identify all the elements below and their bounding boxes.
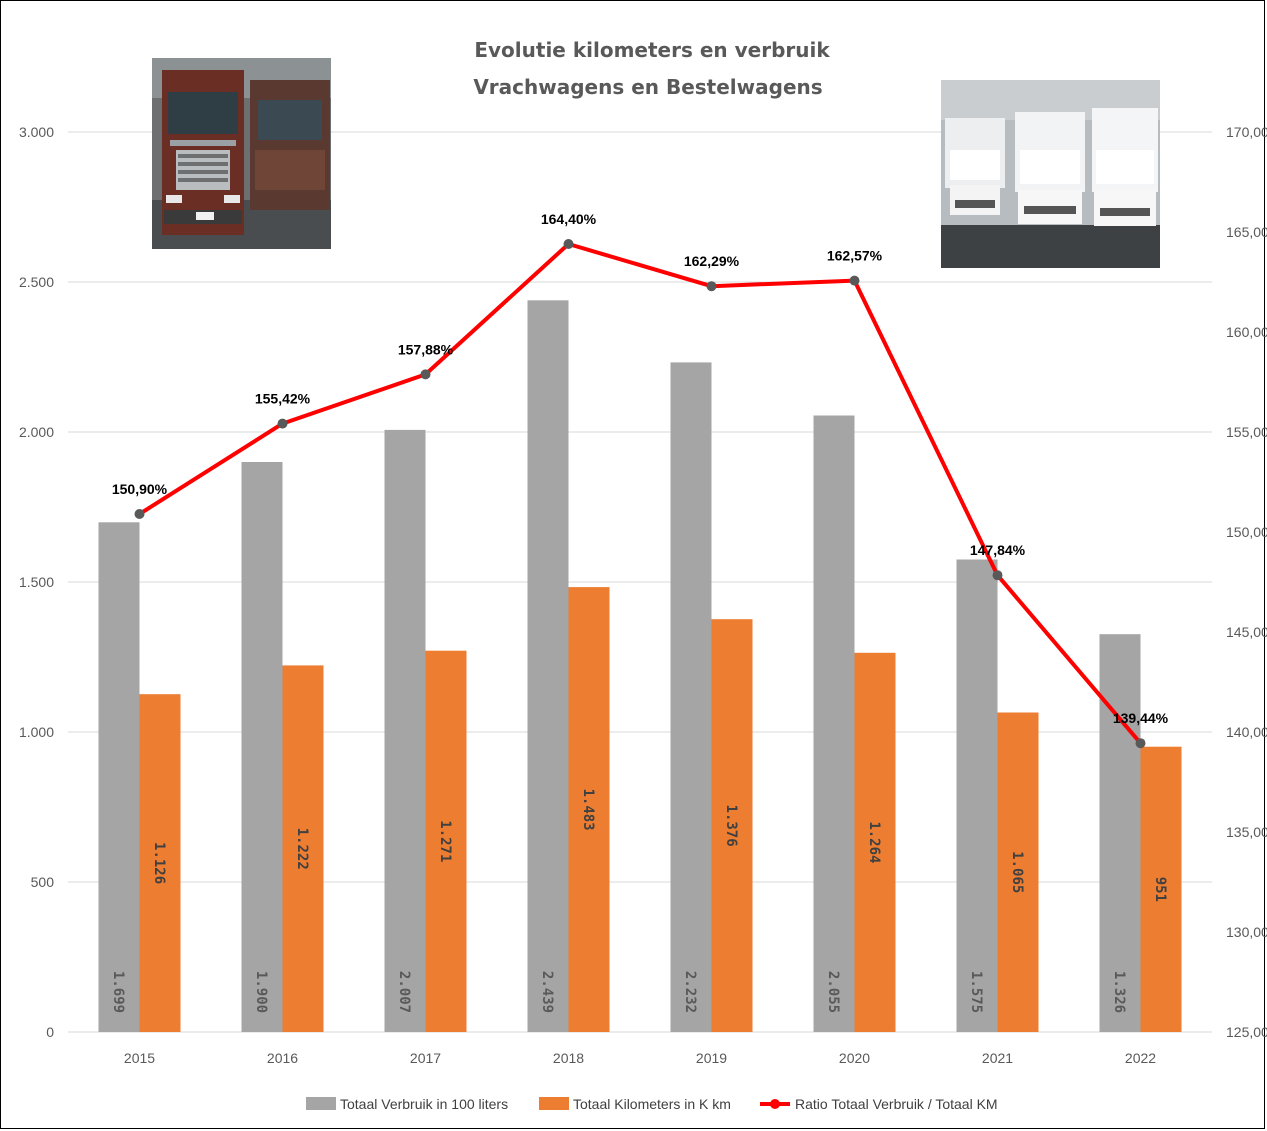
bar-kilometers [1140, 746, 1182, 1032]
legend-swatch-ratio-marker [770, 1099, 780, 1109]
vans-photo [941, 80, 1160, 268]
bar-kilometers [282, 665, 324, 1032]
ratio-line: 150,90% 155,42% 157,88% 164,40% 162,29% 162,5… [112, 211, 1169, 749]
y-left-tick-label: 2.500 [19, 274, 54, 290]
y-right-tick-label: 145,00 [1226, 624, 1267, 640]
bar-label-verbruik: 2.232 [682, 971, 698, 1013]
y-right-tick-label: 150,00 [1226, 524, 1267, 540]
bar-label-verbruik: 1.699 [110, 971, 126, 1013]
bar-kilometers [997, 712, 1039, 1032]
legend-label-kilometers: Totaal Kilometers in K km [573, 1096, 731, 1112]
x-tick-label: 2020 [839, 1050, 870, 1066]
ratio-line-path [138, 242, 1143, 745]
y-right-tick-label: 130,00 [1226, 924, 1267, 940]
y-right-tick-label: 160,00 [1226, 324, 1267, 340]
bar-verbruik [241, 462, 283, 1032]
bar-verbruik [813, 415, 855, 1032]
bar-label-kilometers: 1.483 [580, 788, 596, 830]
bar-kilometers [139, 694, 181, 1032]
x-tick-label: 2022 [1125, 1050, 1156, 1066]
bar-label-kilometers: 1.222 [294, 828, 310, 870]
bar-verbruik [670, 362, 712, 1032]
x-tick-label: 2017 [410, 1050, 441, 1066]
bar-label-verbruik: 2.439 [539, 971, 555, 1013]
x-tick-label: 2016 [267, 1050, 298, 1066]
ratio-label: 162,29% [684, 253, 740, 269]
axes: 0 500 1.000 1.500 2.000 2.500 3.000 125,00 130,0… [19, 124, 1267, 1066]
bar-label-kilometers: 1.271 [437, 820, 453, 862]
bar-label-kilometers: 951 [1152, 877, 1168, 902]
bar-verbruik [98, 522, 140, 1032]
ratio-point [563, 239, 574, 249]
bar-kilometers [568, 587, 610, 1032]
ratio-point [992, 570, 1003, 581]
truck-photo [152, 58, 331, 249]
y-left-tick-label: 1.000 [19, 724, 54, 740]
bar-label-verbruik: 1.326 [1111, 971, 1127, 1013]
ratio-point [134, 509, 145, 519]
ratio-point [1135, 738, 1146, 749]
chart-title-line-2: Vrachwagens en Bestelwagens [473, 75, 822, 99]
legend-swatch-verbruik [306, 1097, 336, 1110]
ratio-point [420, 369, 431, 380]
y-left-tick-label: 3.000 [19, 124, 54, 140]
bar-label-verbruik: 2.007 [396, 971, 412, 1013]
bar-verbruik [384, 429, 426, 1032]
y-right-tick-label: 125,00 [1226, 1024, 1267, 1040]
bar-label-kilometers: 1.065 [1009, 851, 1025, 893]
x-tick-label: 2015 [124, 1050, 155, 1066]
y-right-tick-label: 135,00 [1226, 824, 1267, 840]
y-left-tick-label: 2.000 [19, 424, 54, 440]
ratio-label: 155,42% [255, 391, 311, 407]
y-left-tick-label: 1.500 [19, 574, 54, 590]
ratio-label: 139,44% [1113, 710, 1169, 726]
bar-label-kilometers: 1.376 [723, 805, 739, 847]
y-right-tick-label: 140,00 [1226, 724, 1267, 740]
legend-swatch-kilometers [539, 1097, 569, 1110]
legend: Totaal Verbruik in 100 liters Totaal Kil… [306, 1096, 998, 1112]
legend-label-verbruik: Totaal Verbruik in 100 liters [340, 1096, 508, 1112]
y-left-tick-label: 500 [31, 874, 55, 890]
y-left-tick-label: 0 [46, 1024, 54, 1040]
ratio-point [277, 418, 288, 429]
bar-label-verbruik: 1.900 [253, 971, 269, 1013]
bar-label-kilometers: 1.126 [151, 842, 167, 884]
bar-kilometers [425, 650, 467, 1032]
y-right-tick-label: 165,00 [1226, 224, 1267, 240]
bars: 1.699 1.126 1.900 1.222 2.007 1.271 2.439 1.483… [98, 300, 1182, 1032]
x-tick-label: 2021 [982, 1050, 1013, 1066]
bar-verbruik [527, 300, 569, 1032]
ratio-point [849, 275, 860, 286]
legend-label-ratio: Ratio Totaal Verbruik / Totaal KM [795, 1096, 998, 1112]
ratio-point [706, 281, 717, 292]
bar-label-kilometers: 1.264 [866, 821, 882, 863]
ratio-label: 164,40% [541, 211, 597, 227]
y-right-tick-label: 155,00 [1226, 424, 1267, 440]
x-tick-label: 2018 [553, 1050, 584, 1066]
x-tick-label: 2019 [696, 1050, 727, 1066]
bar-verbruik [956, 559, 998, 1032]
y-right-tick-label: 170,00 [1226, 124, 1267, 140]
ratio-label: 162,57% [827, 248, 883, 264]
bar-kilometers [854, 652, 896, 1032]
bar-label-verbruik: 2.055 [825, 971, 841, 1013]
bar-label-verbruik: 1.575 [968, 971, 984, 1013]
ratio-label: 157,88% [398, 341, 454, 357]
bar-kilometers [711, 619, 753, 1032]
ratio-label: 150,90% [112, 481, 168, 497]
chart-title-line-1: Evolutie kilometers en verbruik [474, 38, 830, 62]
ratio-label: 147,84% [970, 542, 1026, 558]
